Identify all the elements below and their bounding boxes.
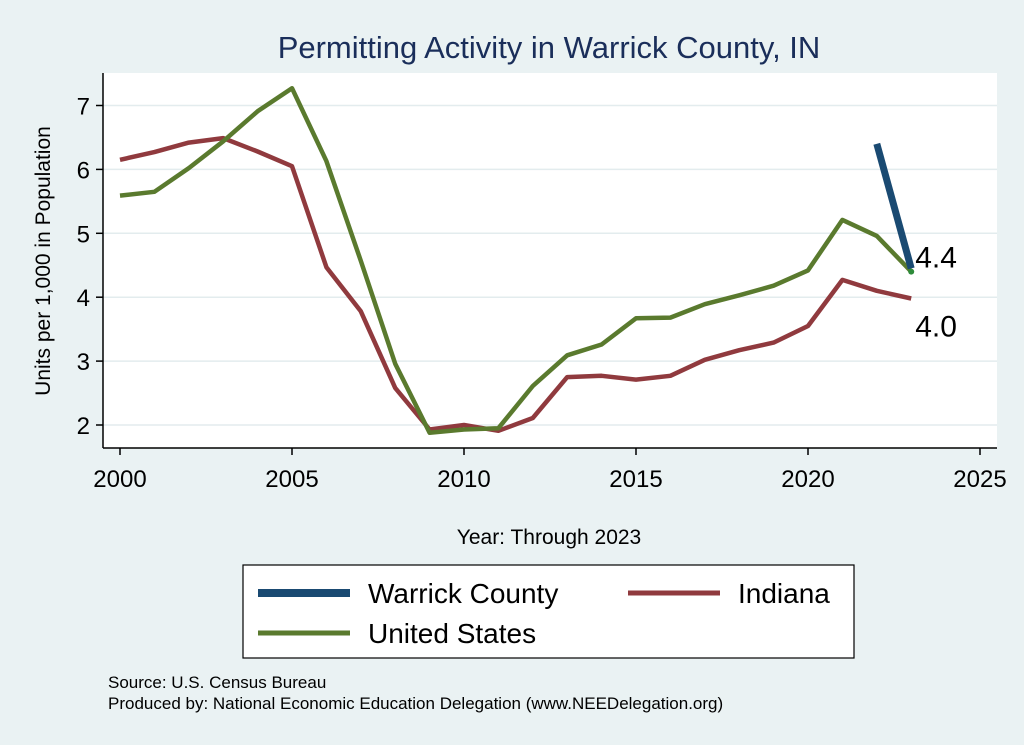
source-note: Source: U.S. Census Bureau [108, 673, 326, 692]
legend: Warrick County Indiana United States [242, 564, 855, 659]
end-label-united-states: 4.4 [915, 242, 957, 275]
y-tick-label-5: 5 [77, 221, 90, 248]
legend-label-united-states: United States [368, 618, 536, 649]
x-tick-label-2005: 2005 [265, 466, 318, 493]
plot-area [103, 73, 997, 448]
series-line-indiana [119, 135, 912, 434]
grid-lines [103, 104, 997, 426]
y-tick-label-4: 4 [77, 285, 90, 312]
legend-box [242, 564, 855, 659]
y-tick-label-2: 2 [77, 413, 90, 440]
series-line-warrick-county [873, 142, 915, 270]
y-axis-label: Units per 1,000 in Population [32, 126, 55, 396]
x-tick-label-2010: 2010 [437, 466, 490, 493]
x-tick-label-2020: 2020 [781, 466, 834, 493]
series-line-united-states [119, 85, 913, 435]
y-tick-label-3: 3 [77, 349, 90, 376]
x-ticks: 2000 2005 2010 2015 2020 2025 [93, 448, 1007, 493]
y-ticks: 2 3 4 5 6 7 [77, 94, 103, 440]
x-tick-label-2025: 2025 [953, 466, 1006, 493]
producer-note: Produced by: National Economic Education… [108, 694, 723, 713]
legend-label-indiana: Indiana [738, 578, 830, 609]
end-marker-united-states [908, 268, 915, 275]
end-labels: 4.4 4.0 [915, 242, 957, 344]
y-tick-label-7: 7 [77, 94, 90, 121]
x-axis-label: Year: Through 2023 [457, 526, 642, 549]
x-tick-label-2015: 2015 [609, 466, 662, 493]
x-tick-label-2000: 2000 [93, 466, 146, 493]
y-tick-label-6: 6 [77, 157, 90, 184]
end-label-indiana: 4.0 [915, 310, 957, 343]
legend-label-warrick-county: Warrick County [368, 578, 558, 609]
chart-title: Permitting Activity in Warrick County, I… [278, 30, 821, 65]
series-lines [119, 85, 915, 435]
